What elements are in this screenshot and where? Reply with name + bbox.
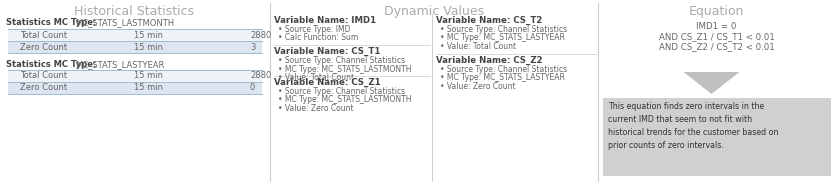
FancyBboxPatch shape xyxy=(8,41,262,53)
Text: Statistics MC Type:: Statistics MC Type: xyxy=(6,60,96,69)
FancyBboxPatch shape xyxy=(8,70,262,82)
Text: Variable Name: CS_Z2: Variable Name: CS_Z2 xyxy=(436,56,543,65)
Text: 2880: 2880 xyxy=(250,31,271,40)
FancyBboxPatch shape xyxy=(603,98,831,176)
Polygon shape xyxy=(684,72,740,94)
Text: MC_STATS_LASTMONTH: MC_STATS_LASTMONTH xyxy=(75,18,175,27)
Text: • Calc Function: Sum: • Calc Function: Sum xyxy=(278,33,358,43)
FancyBboxPatch shape xyxy=(8,82,262,94)
Text: MC_STATS_LASTYEAR: MC_STATS_LASTYEAR xyxy=(75,60,164,69)
Text: • Value: Total Count: • Value: Total Count xyxy=(440,42,516,51)
Text: Total Count: Total Count xyxy=(20,31,67,40)
Text: Statistics MC Type:: Statistics MC Type: xyxy=(6,18,96,27)
Text: Variable Name: CS_Z1: Variable Name: CS_Z1 xyxy=(274,78,381,87)
Text: • Source Type: Channel Statistics: • Source Type: Channel Statistics xyxy=(440,65,567,74)
Text: 15 min: 15 min xyxy=(134,43,163,52)
Text: AND CS_Z1 / CS_T1 < 0.01: AND CS_Z1 / CS_T1 < 0.01 xyxy=(659,32,774,41)
Text: • Value: Total Count: • Value: Total Count xyxy=(278,73,354,82)
Text: Dynamic Values: Dynamic Values xyxy=(384,5,484,18)
Text: 15 min: 15 min xyxy=(134,31,163,40)
Text: Historical Statistics: Historical Statistics xyxy=(74,5,194,18)
Text: • MC Type: MC_STATS_LASTYEAR: • MC Type: MC_STATS_LASTYEAR xyxy=(440,73,564,82)
Text: 15 min: 15 min xyxy=(134,72,163,81)
Text: Zero Count: Zero Count xyxy=(20,43,67,52)
Text: Total Count: Total Count xyxy=(20,72,67,81)
Text: 0: 0 xyxy=(250,84,256,93)
Text: • MC Type: MC_STATS_LASTMONTH: • MC Type: MC_STATS_LASTMONTH xyxy=(278,65,412,73)
Text: 3: 3 xyxy=(250,43,256,52)
Text: • Value: Zero Count: • Value: Zero Count xyxy=(440,82,516,91)
Text: • Source Type: Channel Statistics: • Source Type: Channel Statistics xyxy=(440,25,567,34)
Text: • MC Type: MC_STATS_LASTMONTH: • MC Type: MC_STATS_LASTMONTH xyxy=(278,95,412,105)
Text: Variable Name: CS_T1: Variable Name: CS_T1 xyxy=(274,47,381,56)
Text: • MC Type: MC_STATS_LASTYEAR: • MC Type: MC_STATS_LASTYEAR xyxy=(440,33,564,43)
FancyBboxPatch shape xyxy=(8,29,262,41)
Text: • Source Type: IMD: • Source Type: IMD xyxy=(278,25,351,34)
Text: Variable Name: IMD1: Variable Name: IMD1 xyxy=(274,16,376,25)
Text: Variable Name: CS_T2: Variable Name: CS_T2 xyxy=(436,16,543,25)
Text: Equation: Equation xyxy=(689,5,744,18)
Text: This equation finds zero intervals in the
current IMD that seem to not fit with
: This equation finds zero intervals in th… xyxy=(608,102,778,150)
Text: AND CS_Z2 / CS_T2 < 0.01: AND CS_Z2 / CS_T2 < 0.01 xyxy=(659,42,774,51)
Text: Zero Count: Zero Count xyxy=(20,84,67,93)
Text: • Source Type: Channel Statistics: • Source Type: Channel Statistics xyxy=(278,87,405,96)
Text: 15 min: 15 min xyxy=(134,84,163,93)
Text: IMD1 = 0: IMD1 = 0 xyxy=(696,22,736,31)
Text: • Source Type: Channel Statistics: • Source Type: Channel Statistics xyxy=(278,56,405,65)
Text: • Value: Zero Count: • Value: Zero Count xyxy=(278,104,354,113)
Text: 2880: 2880 xyxy=(250,72,271,81)
